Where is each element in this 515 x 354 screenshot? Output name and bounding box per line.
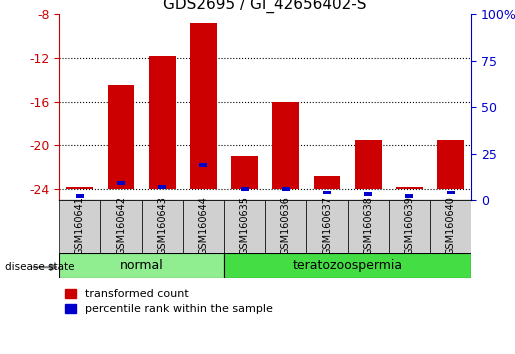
Text: GSM160642: GSM160642 (116, 196, 126, 255)
Title: GDS2695 / GI_42656402-S: GDS2695 / GI_42656402-S (163, 0, 367, 13)
Bar (231, 156, 258, 189)
Bar (66, 187, 93, 189)
Text: disease state: disease state (5, 262, 75, 272)
Bar (447, 190, 455, 194)
Text: GSM160644: GSM160644 (198, 196, 209, 255)
FancyBboxPatch shape (183, 200, 224, 253)
Text: GSM160640: GSM160640 (445, 196, 456, 255)
Text: GSM160638: GSM160638 (363, 196, 373, 255)
Bar (149, 56, 176, 189)
Bar (282, 187, 290, 191)
Text: GSM160643: GSM160643 (157, 196, 167, 255)
FancyBboxPatch shape (224, 253, 471, 278)
FancyBboxPatch shape (59, 200, 100, 253)
FancyBboxPatch shape (389, 200, 430, 253)
Bar (355, 140, 382, 189)
FancyBboxPatch shape (430, 200, 471, 253)
Text: teratozoospermia: teratozoospermia (293, 259, 403, 272)
Bar (117, 181, 125, 185)
Text: GSM160641: GSM160641 (75, 196, 85, 255)
Legend: transformed count, percentile rank within the sample: transformed count, percentile rank withi… (65, 289, 272, 314)
Text: GSM160637: GSM160637 (322, 196, 332, 255)
Bar (405, 194, 414, 198)
Bar (437, 140, 464, 189)
FancyBboxPatch shape (265, 200, 306, 253)
FancyBboxPatch shape (142, 200, 183, 253)
Bar (364, 193, 372, 196)
FancyBboxPatch shape (100, 200, 142, 253)
Bar (108, 85, 134, 189)
Bar (190, 23, 217, 189)
Bar (199, 163, 208, 167)
FancyBboxPatch shape (306, 200, 348, 253)
Bar (76, 194, 84, 198)
Text: GSM160639: GSM160639 (404, 196, 415, 255)
Text: normal: normal (120, 259, 163, 272)
Bar (314, 176, 340, 189)
Bar (241, 187, 249, 191)
FancyBboxPatch shape (59, 253, 224, 278)
Bar (272, 102, 299, 189)
Bar (158, 185, 166, 189)
FancyBboxPatch shape (348, 200, 389, 253)
Text: GSM160636: GSM160636 (281, 196, 291, 255)
FancyBboxPatch shape (224, 200, 265, 253)
Bar (396, 187, 423, 189)
Text: GSM160635: GSM160635 (239, 196, 250, 255)
Bar (323, 190, 331, 194)
